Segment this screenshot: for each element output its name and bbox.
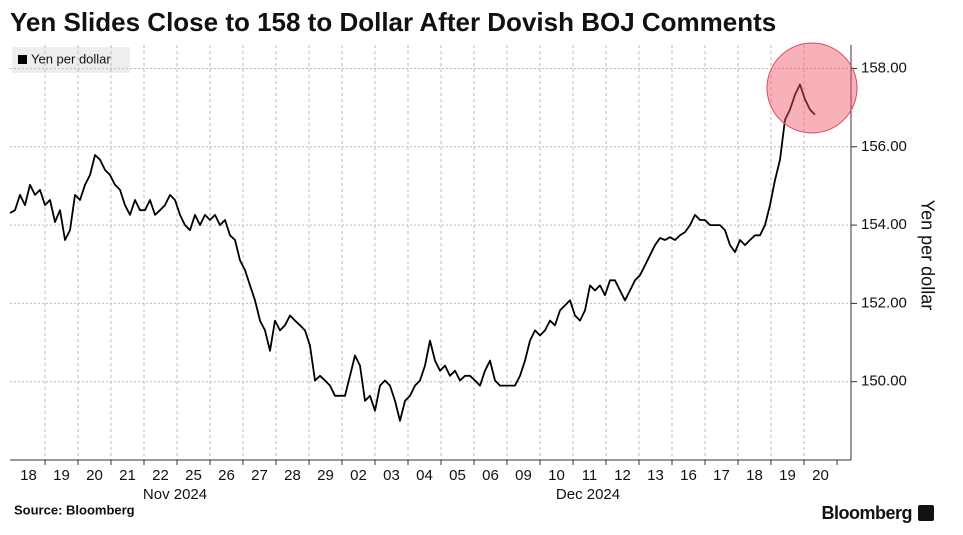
y-tick-label: 154.00: [861, 216, 907, 233]
y-tick-label: 150.00: [861, 373, 907, 390]
x-tick-label: 27: [251, 467, 268, 484]
source: Source: Bloomberg: [14, 502, 135, 517]
x-tick-label: 28: [284, 467, 301, 484]
brand-icon: [918, 505, 934, 521]
x-tick-label: 05: [449, 467, 466, 484]
x-tick-label: 29: [317, 467, 334, 484]
x-tick-label: 02: [350, 467, 367, 484]
legend-label: Yen per dollar: [31, 51, 111, 66]
x-tick-label: 21: [119, 467, 136, 484]
x-tick-label: 04: [416, 467, 433, 484]
x-tick-label: 19: [53, 467, 70, 484]
x-tick-label: 19: [779, 467, 796, 484]
x-tick-label: 18: [746, 467, 763, 484]
x-tick-label: 20: [812, 467, 829, 484]
chart-title: Yen Slides Close to 158 to Dollar After …: [10, 7, 776, 37]
x-tick-label: 22: [152, 467, 169, 484]
y-tick-label: 152.00: [861, 294, 907, 311]
y-tick-label: 156.00: [861, 138, 907, 155]
month-label: Nov 2024: [143, 486, 207, 503]
brand: Bloomberg: [821, 503, 912, 523]
y-tick-label: 158.00: [861, 59, 907, 76]
y-axis-label: Yen per dollar: [917, 200, 937, 310]
x-tick-label: 10: [548, 467, 565, 484]
x-tick-label: 16: [680, 467, 697, 484]
x-tick-label: 18: [20, 467, 37, 484]
x-tick-label: 13: [647, 467, 664, 484]
x-tick-label: 20: [86, 467, 103, 484]
month-label: Dec 2024: [556, 486, 620, 503]
x-tick-label: 25: [185, 467, 202, 484]
x-tick-label: 17: [713, 467, 730, 484]
x-tick-label: 12: [614, 467, 631, 484]
x-tick-label: 26: [218, 467, 235, 484]
legend-swatch: [18, 55, 27, 64]
x-tick-label: 11: [582, 467, 598, 484]
x-tick-label: 06: [482, 467, 499, 484]
highlight: [766, 42, 858, 134]
price-line: [9, 83, 816, 422]
x-tick-label: 09: [515, 467, 532, 484]
x-tick-label: 03: [383, 467, 400, 484]
